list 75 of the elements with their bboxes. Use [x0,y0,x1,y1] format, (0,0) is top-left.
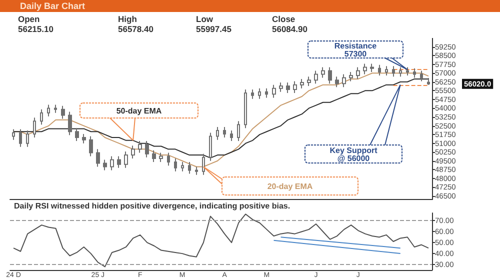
candlestick [230,130,233,142]
text: 55997.45 [196,24,232,34]
candlestick [420,70,423,82]
candlestick [181,162,184,172]
candlestick [145,140,149,158]
text: Daily RSI witnessed hidden positive divergence, indicating positive bias. [14,202,290,210]
candlestick [237,120,240,142]
text: 56578.40 [118,24,154,34]
candlestick [399,66,402,78]
candlestick [89,136,93,157]
candlestick [117,156,121,168]
candlestick [159,152,163,163]
candlestick [300,78,304,89]
line-series [13,214,429,268]
candlestick [265,88,268,98]
callout-box: Key Support @ 56000 [304,84,402,164]
candlestick [19,128,22,148]
candlestick [286,82,290,94]
candlestick [61,105,65,120]
candlestick [12,128,15,140]
candlestick [378,64,381,76]
candlestick [272,84,276,98]
candlestick [349,71,353,82]
candlestick [54,104,57,114]
text: Close [272,14,296,24]
candlestick [131,145,135,160]
candlestick [216,126,219,140]
candlestick [26,130,29,148]
candlestick [174,158,177,172]
candlestick [96,148,100,168]
candlestick [321,66,325,78]
candlestick [370,63,374,72]
candlestick [314,70,318,84]
text: 56084.90 [272,24,308,34]
candlestick [82,133,86,144]
text: Open [18,14,40,24]
candlestick [335,76,339,88]
candlestick [152,150,156,163]
text: Low [196,14,213,24]
candlestick [392,66,395,78]
candlestick [427,78,430,86]
candlestick [328,66,332,84]
candlestick [167,152,170,166]
candlestick [40,108,43,126]
candlestick [68,111,72,136]
candlestick [363,63,367,75]
candlestick [124,151,128,168]
candlestick [406,66,409,76]
candlestick [258,88,261,100]
text: High [118,14,137,24]
candlestick [138,140,142,154]
candlestick [244,88,247,129]
ref-line-label: Resistance 57300 [334,42,378,58]
candlestick [279,82,283,92]
candlestick [307,76,311,86]
candlestick [413,68,416,78]
candlestick [342,74,346,88]
ref-line-label: Key Support @ 56000 [330,146,378,163]
candlestick [75,128,79,142]
text: 56215.10 [18,24,54,34]
candlestick [202,153,205,176]
candlestick [251,88,254,100]
candlestick [356,66,360,80]
candlestick [223,126,226,138]
candlestick [293,80,297,94]
candlestick [385,66,388,76]
candlestick [209,132,212,162]
callout-box: 50-day EMA [80,102,198,141]
candlestick [103,159,107,171]
candlestick [195,166,198,176]
candlestick [33,117,36,138]
text: Daily Bar Chart [0,0,500,12]
candlestick [47,104,50,117]
candlestick [110,156,114,171]
candlestick [188,162,191,174]
